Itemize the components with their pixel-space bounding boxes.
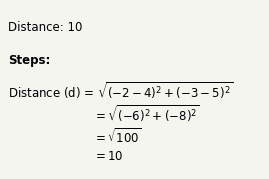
- Text: Steps:: Steps:: [8, 54, 51, 67]
- Text: $\mathsf{= 10}$: $\mathsf{= 10}$: [93, 150, 123, 163]
- Text: $\mathsf{= \sqrt{(-6)^2 + (-8)^2}}$: $\mathsf{= \sqrt{(-6)^2 + (-8)^2}}$: [93, 104, 200, 125]
- Text: $\mathsf{= \sqrt{100}}$: $\mathsf{= \sqrt{100}}$: [93, 127, 141, 146]
- Text: Distance (d) = $\mathsf{\sqrt{(-2 - 4)^2 + (-3 - 5)^2}}$: Distance (d) = $\mathsf{\sqrt{(-2 - 4)^2…: [8, 81, 233, 102]
- Text: Distance: 10: Distance: 10: [8, 21, 82, 35]
